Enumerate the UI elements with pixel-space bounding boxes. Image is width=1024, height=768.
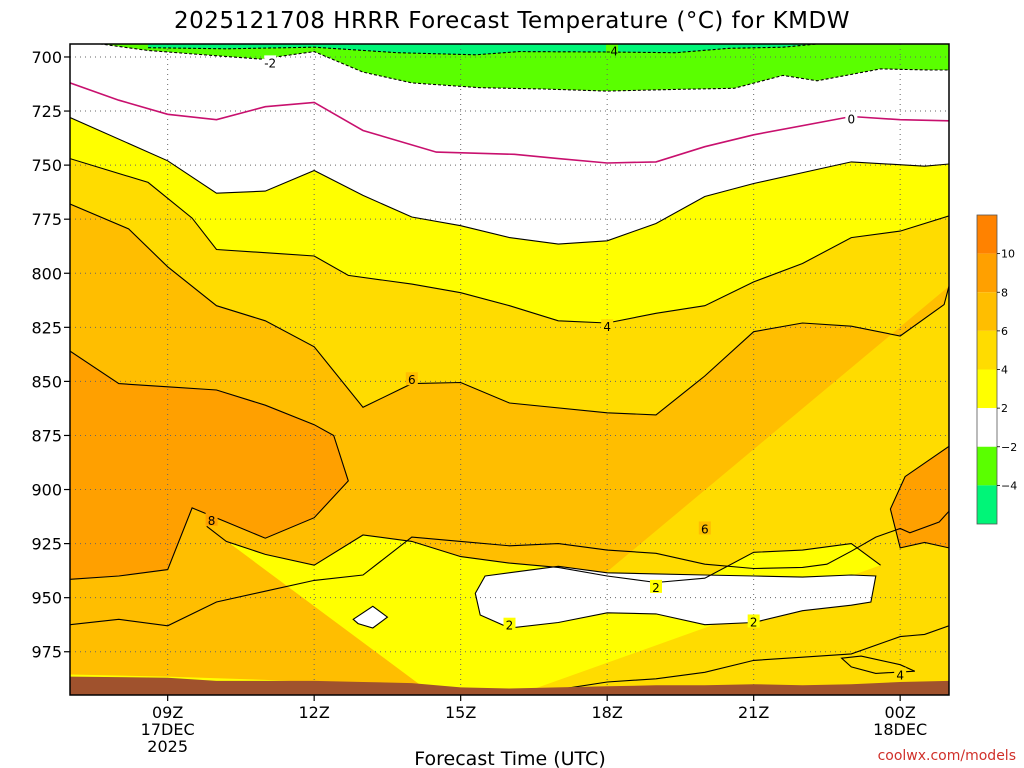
isotherm-2 — [70, 116, 949, 245]
colorbar-label: 6 — [1001, 325, 1008, 338]
isotherm-6 — [70, 203, 949, 416]
y-tick-label: 775 — [31, 210, 62, 229]
x-tick-label: 12Z — [299, 703, 330, 722]
isotherm-8 — [889, 445, 949, 549]
isotherm-label-bg — [747, 614, 760, 628]
x-tick-label: 15Z — [445, 703, 476, 722]
isotherm-label-bg — [650, 579, 662, 593]
isotherm-0 — [70, 82, 949, 164]
band-cold — [101, 44, 949, 92]
isotherm-label-bg — [503, 617, 516, 631]
isotherm-label: 0 — [848, 113, 856, 127]
band-2-4 — [70, 117, 949, 323]
isotherm-label: 2 — [750, 615, 758, 629]
isotherm-2 — [474, 565, 877, 629]
isotherm-label-bg — [698, 521, 711, 535]
y-tick-label: 750 — [31, 156, 62, 175]
isotherm-label: 6 — [408, 373, 416, 387]
isotherm-label: 6 — [701, 522, 709, 536]
colorbar-bin — [977, 369, 997, 409]
isotherm-minus-2 — [97, 44, 949, 92]
y-tick-label: 725 — [31, 102, 62, 121]
isotherm-label-bg — [601, 319, 614, 333]
isotherm-label: 2 — [652, 581, 660, 595]
isotherm-2 — [352, 605, 389, 629]
band-8-10-east — [890, 446, 949, 548]
x-tick-label: 18Z — [592, 703, 623, 722]
y-tick-label: 850 — [31, 372, 62, 391]
isotherm-4 — [840, 655, 916, 674]
y-axis: 700 725 750 775 800 825 850 875 900 925 950 975 — [31, 48, 70, 662]
colorbar-label: 10 — [1001, 248, 1015, 261]
grid-lines — [70, 44, 949, 695]
plot-area — [70, 44, 949, 695]
band-4-6 — [70, 158, 949, 415]
isotherm-label-bg — [405, 372, 418, 386]
y-tick-label: 950 — [31, 589, 62, 608]
x-tick-label: 00Z — [885, 703, 916, 722]
y-tick-label: 800 — [31, 264, 62, 283]
chart-title: 2025121708 HRRR Forecast Temperature (°C… — [174, 8, 850, 34]
colorbar-bin — [977, 330, 997, 370]
credit-text: coolwx.com/models — [878, 748, 1016, 764]
band-2-small — [353, 606, 388, 628]
x-tick-label: 09Z — [152, 703, 183, 722]
x-date-label: 18DEC — [873, 720, 927, 739]
colorbar-label: 8 — [1001, 286, 1008, 299]
colorbar-bin — [977, 485, 997, 524]
isotherm-labels: -4 -2 0 4 6 8 6 2 2 2 4 — [205, 43, 907, 682]
isotherm-label-bg — [606, 43, 619, 57]
band-low-4-6 — [440, 625, 949, 695]
colorbar-bin — [977, 292, 997, 331]
colorbar-bin — [977, 408, 997, 447]
isotherm-lines — [70, 44, 949, 695]
colorbar: 10 8 6 4 2 −2 −4 — [976, 214, 1017, 525]
isotherm-label: 4 — [603, 320, 611, 334]
x-tick-label: 21Z — [738, 703, 769, 722]
isotherm-minus-4 — [148, 44, 818, 56]
colorbar-bin — [977, 446, 997, 486]
isotherm-6 — [206, 525, 881, 584]
y-tick-label: 700 — [31, 48, 62, 67]
band-near-zero — [70, 44, 949, 245]
isotherm-label-bg — [845, 111, 858, 125]
colorbar-label: −4 — [1001, 479, 1017, 492]
colorbar-bin — [977, 215, 997, 254]
y-tick-label: 925 — [31, 535, 62, 554]
colorbar-label: 2 — [1001, 402, 1008, 415]
x-date-label: 17DEC — [141, 720, 195, 739]
y-tick-label: 900 — [31, 481, 62, 500]
isotherm-label: 8 — [208, 514, 216, 528]
isotherm-label-bg — [264, 55, 277, 69]
x-date-label: 2025 — [147, 737, 188, 756]
colorbar-label: −2 — [1001, 441, 1017, 454]
isotherm-label-bg — [894, 667, 907, 681]
isotherm-label: 4 — [896, 668, 904, 682]
band-2-pocket — [475, 566, 876, 628]
isotherm-label: -4 — [606, 44, 618, 58]
isotherm-4 — [70, 158, 949, 324]
plot-frame — [69, 43, 950, 696]
isotherm-label-bg — [205, 512, 218, 526]
temperature-fills — [70, 44, 949, 695]
y-tick-label: 875 — [31, 426, 62, 445]
isotherm-8 — [70, 350, 349, 580]
colorbar-bin — [977, 253, 997, 293]
y-tick-label: 825 — [31, 318, 62, 337]
surface-terrain — [70, 676, 949, 695]
x-axis-title: Forecast Time (UTC) — [414, 748, 605, 768]
isotherm-label: -2 — [264, 56, 276, 70]
isotherm-6 — [70, 510, 949, 627]
surface-fill — [70, 676, 949, 695]
isotherm-label: 2 — [506, 619, 514, 633]
y-tick-label: 975 — [31, 643, 62, 662]
colorbar-label: 4 — [1001, 364, 1008, 377]
band-8-10-west — [70, 351, 349, 580]
